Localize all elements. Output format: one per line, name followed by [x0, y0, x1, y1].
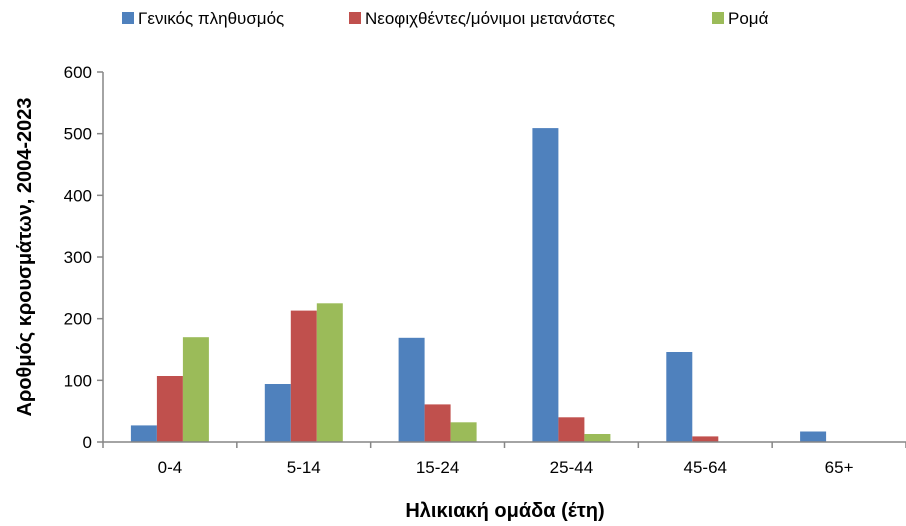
bar-25-44-series-1	[558, 417, 585, 442]
bar-25-44-series-2	[584, 434, 611, 442]
legend: Γενικός πληθυσμός Νεοφιχθέντες/μόνιμοι με…	[122, 9, 769, 28]
y-tick-label: 0	[83, 433, 92, 452]
y-tick-label: 400	[64, 186, 92, 205]
legend-swatch	[712, 12, 724, 24]
x-axis-title: Ηλικιακή ομάδα (έτη)	[405, 500, 604, 522]
bar-5-14-series-2	[316, 303, 343, 443]
bar-0-4-series-1	[156, 376, 183, 442]
y-tick-label: 600	[64, 63, 92, 82]
bar-0-4-series-2	[182, 337, 209, 442]
y-tick-label: 100	[64, 371, 92, 390]
x-tick-label: 5-14	[287, 458, 321, 477]
legend-swatch	[349, 12, 361, 24]
legend-swatch	[122, 12, 134, 24]
legend-label: Ρομά	[728, 9, 769, 28]
x-tick-label: 0-4	[158, 458, 183, 477]
bar-15-24-series-1	[424, 404, 451, 442]
y-tick-label: 300	[64, 248, 92, 267]
bar-15-24-series-2	[450, 422, 477, 442]
bar-65+-series-0	[800, 431, 827, 442]
bar-15-24-series-0	[398, 337, 425, 442]
legend-label: Γενικός πληθυσμός	[138, 9, 284, 28]
y-tick-label: 200	[64, 310, 92, 329]
bars	[130, 128, 827, 443]
bar-5-14-series-0	[264, 384, 291, 442]
bar-45-64-series-0	[666, 352, 693, 442]
y-axis-title: Αροθμός κρουσμάτων, 2004-2023	[14, 98, 36, 417]
bar-5-14-series-1	[290, 310, 317, 442]
bar-25-44-series-0	[532, 128, 559, 442]
bar-45-64-series-1	[692, 436, 719, 442]
bar-0-4-series-0	[130, 425, 157, 442]
x-tick-label: 45-64	[684, 458, 727, 477]
legend-label: Νεοφιχθέντες/μόνιμοι μετανάστες	[365, 9, 615, 28]
x-tick-label: 65+	[825, 458, 854, 477]
axes: 0 100 200 300 400 500 600 0-4 5-14 15-24 25-44 45-6…	[64, 63, 906, 477]
x-tick-label: 25-44	[550, 458, 593, 477]
x-tick-label: 15-24	[416, 458, 459, 477]
y-tick-label: 500	[64, 125, 92, 144]
